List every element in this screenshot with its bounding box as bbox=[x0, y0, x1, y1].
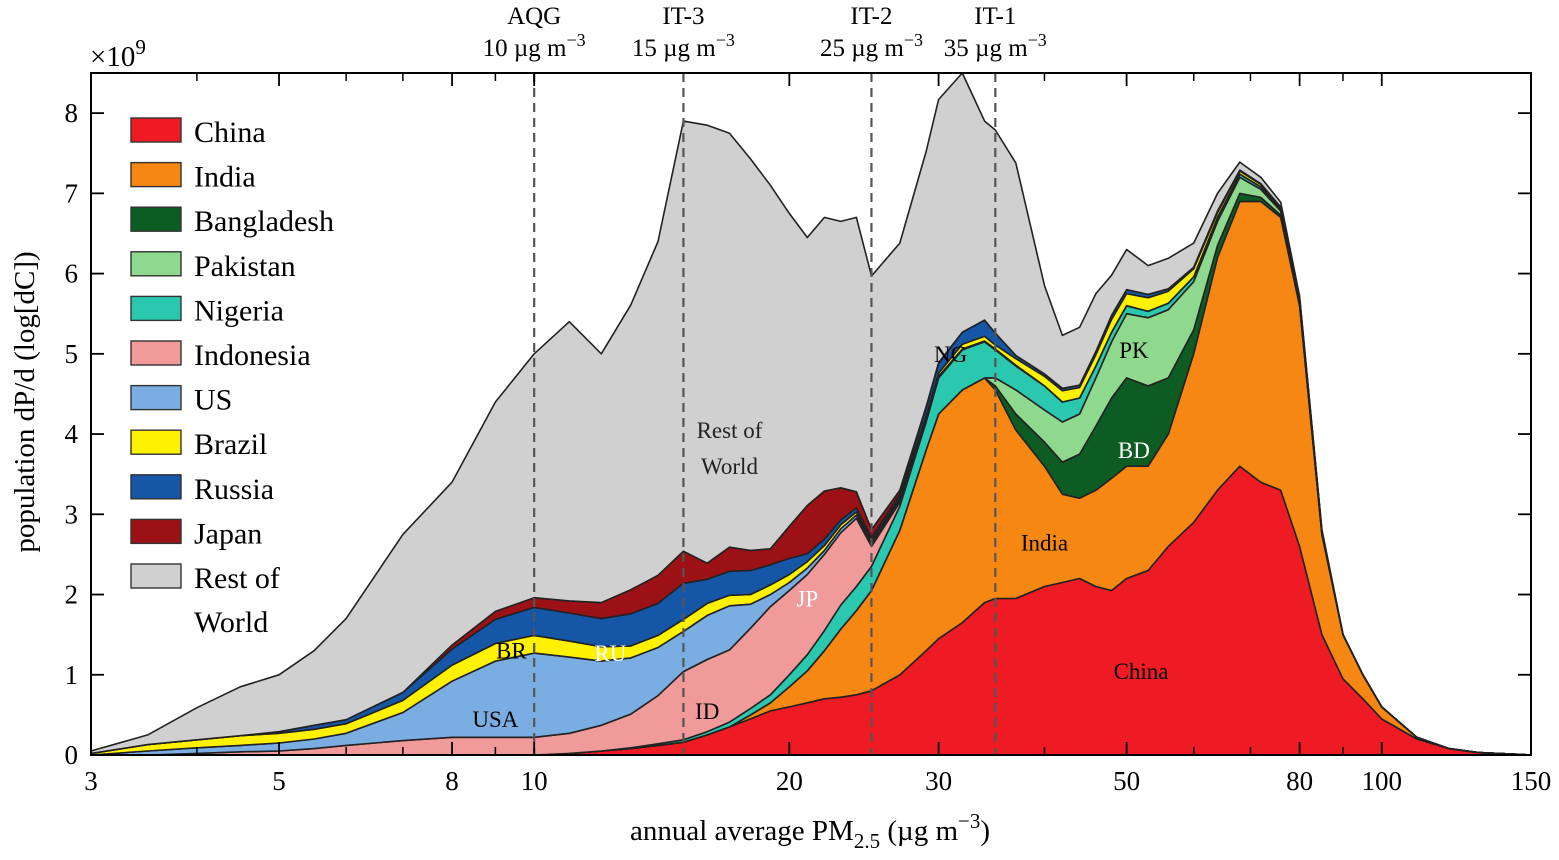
y-tick-label: 1 bbox=[65, 660, 79, 690]
legend-label-japan: Japan bbox=[194, 517, 262, 550]
legend-label-russia: Russia bbox=[194, 473, 274, 506]
x-tick-label: 5 bbox=[272, 766, 286, 796]
x-tick-label: 3 bbox=[84, 766, 98, 796]
y-multiplier: ×109 bbox=[90, 35, 146, 73]
region-label-china: China bbox=[1114, 659, 1169, 684]
x-tick-label: 80 bbox=[1286, 766, 1313, 796]
guideline-value-it-3: 15 µg m−3 bbox=[632, 30, 735, 62]
legend: China India Bangladesh Pakistan Nigeria Indon… bbox=[130, 116, 334, 639]
region-label-rest-of: Rest of bbox=[697, 418, 763, 443]
legend-label-china: China bbox=[194, 116, 266, 149]
y-axis-label: population dP/d (log[dC]) bbox=[9, 251, 41, 552]
y-tick-label: 4 bbox=[65, 419, 79, 449]
legend-swatch-rest-of-world bbox=[130, 563, 182, 589]
y-tick-label: 5 bbox=[65, 339, 79, 369]
plot-frame bbox=[90, 72, 1532, 756]
x-tick-label: 30 bbox=[925, 766, 952, 796]
x-tick-label: 8 bbox=[445, 766, 459, 796]
legend-swatch-brazil bbox=[130, 429, 182, 455]
legend-label-rest-of-world: Rest of World bbox=[194, 562, 280, 639]
y-axis: 0 1 2 3 4 5 6 7 8 bbox=[65, 98, 1531, 770]
legend-label-brazil: Brazil bbox=[194, 428, 267, 461]
x-tick-label: 100 bbox=[1361, 766, 1402, 796]
legend-swatch-india bbox=[130, 161, 182, 188]
series-areas bbox=[90, 72, 1532, 756]
y-tick-label: 6 bbox=[65, 259, 79, 289]
region-label-pk: PK bbox=[1119, 338, 1149, 363]
guideline-value-it-2: 25 µg m−3 bbox=[820, 30, 923, 62]
region-label-world: World bbox=[701, 454, 758, 479]
x-axis-label: annual average PM2.5 (µg m−3) bbox=[630, 809, 990, 853]
region-label-usa: USA bbox=[472, 707, 518, 732]
legend-swatch-nigeria bbox=[130, 295, 182, 322]
region-label-ng: NG bbox=[934, 342, 967, 367]
x-axis-label-units-exponent: −3 bbox=[958, 809, 980, 833]
legend-label-bangladesh: Bangladesh bbox=[194, 205, 334, 238]
area-rest-of-world bbox=[90, 72, 1532, 756]
legend-label-india: India bbox=[194, 161, 256, 194]
y-tick-label: 7 bbox=[65, 178, 79, 208]
legend-label-indonesia: Indonesia bbox=[194, 339, 311, 372]
region-label-ru: RU bbox=[594, 641, 626, 666]
y-tick-label: 0 bbox=[65, 740, 79, 770]
legend-swatch-us bbox=[130, 384, 182, 411]
x-axis-label-subscript: 2.5 bbox=[854, 829, 880, 853]
y-tick-label: 8 bbox=[65, 98, 79, 128]
region-label-india: India bbox=[1021, 530, 1068, 555]
legend-label-nigeria: Nigeria bbox=[194, 294, 284, 327]
region-labels: Rest of World NG PK BD India China JP BR RU USA ID bbox=[472, 338, 1168, 732]
x-tick-label: 10 bbox=[521, 766, 548, 796]
y-multiplier-exponent: 9 bbox=[135, 35, 146, 59]
x-axis-label-units-close: ) bbox=[980, 815, 990, 847]
legend-swatch-japan bbox=[130, 518, 182, 545]
region-label-br: BR bbox=[496, 639, 527, 664]
y-tick-label: 2 bbox=[65, 580, 79, 610]
x-axis-label-units: (µg m bbox=[880, 815, 958, 847]
x-tick-label: 150 bbox=[1511, 766, 1552, 796]
guideline-name-aqg: AQG bbox=[507, 3, 561, 30]
guideline-name-it-2: IT-2 bbox=[850, 3, 892, 30]
guideline-value-aqg: 10 µg m−3 bbox=[483, 30, 586, 62]
region-label-jp: JP bbox=[796, 587, 818, 612]
guideline-value-it-1: 35 µg m−3 bbox=[944, 30, 1047, 62]
region-label-bd: BD bbox=[1118, 438, 1150, 463]
legend-label-pakistan: Pakistan bbox=[194, 250, 296, 283]
guideline-name-it-1: IT-1 bbox=[974, 3, 1016, 30]
legend-swatch-pakistan bbox=[130, 251, 182, 277]
y-multiplier-base: ×10 bbox=[90, 41, 135, 73]
x-tick-label: 20 bbox=[776, 766, 803, 796]
legend-swatch-russia bbox=[130, 474, 182, 500]
x-axis-label-main: annual average PM bbox=[630, 815, 854, 847]
legend-swatch-bangladesh bbox=[130, 206, 182, 232]
legend-label-us: US bbox=[194, 384, 232, 417]
x-axis: 3 5 8 10 20 30 50 80 100 150 bbox=[84, 73, 1551, 796]
legend-swatch-china bbox=[130, 117, 182, 143]
legend-swatch-indonesia bbox=[130, 340, 182, 366]
x-tick-label: 50 bbox=[1113, 766, 1140, 796]
guideline-name-it-3: IT-3 bbox=[662, 3, 704, 30]
y-tick-label: 3 bbox=[65, 499, 79, 529]
region-label-id: ID bbox=[695, 699, 719, 724]
